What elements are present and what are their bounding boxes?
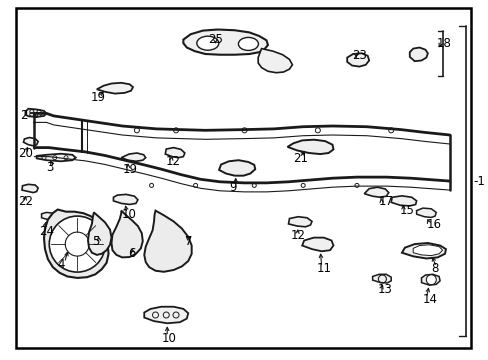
Polygon shape xyxy=(23,138,38,146)
Text: 14: 14 xyxy=(422,293,437,306)
Text: 12: 12 xyxy=(165,156,180,168)
Polygon shape xyxy=(416,208,435,217)
Circle shape xyxy=(426,275,435,285)
Text: 8: 8 xyxy=(430,262,438,275)
Text: 18: 18 xyxy=(435,37,450,50)
Polygon shape xyxy=(364,187,388,197)
Polygon shape xyxy=(421,274,439,285)
Text: 2: 2 xyxy=(20,109,28,122)
Polygon shape xyxy=(219,160,255,176)
Text: 23: 23 xyxy=(351,49,366,62)
Text: 15: 15 xyxy=(399,204,414,217)
Polygon shape xyxy=(390,196,416,206)
Text: 10: 10 xyxy=(161,332,176,345)
Polygon shape xyxy=(287,140,333,154)
Text: 25: 25 xyxy=(207,33,222,46)
Polygon shape xyxy=(258,49,292,73)
Polygon shape xyxy=(44,210,108,278)
Polygon shape xyxy=(144,211,191,272)
Circle shape xyxy=(49,216,105,272)
Polygon shape xyxy=(412,245,442,256)
Text: 22: 22 xyxy=(19,195,34,208)
Polygon shape xyxy=(165,148,184,158)
Polygon shape xyxy=(401,243,445,258)
Text: 4: 4 xyxy=(58,258,65,271)
Text: 9: 9 xyxy=(228,181,236,194)
Text: 7: 7 xyxy=(184,235,192,248)
Text: -1: -1 xyxy=(472,175,484,188)
Polygon shape xyxy=(288,217,311,227)
Text: 6: 6 xyxy=(128,247,135,260)
Polygon shape xyxy=(22,184,38,193)
Polygon shape xyxy=(25,109,46,117)
Text: 20: 20 xyxy=(19,147,33,159)
Ellipse shape xyxy=(197,36,218,50)
Text: 12: 12 xyxy=(290,229,305,242)
Text: 16: 16 xyxy=(426,219,441,231)
Text: 21: 21 xyxy=(293,152,308,165)
Polygon shape xyxy=(97,83,133,94)
Text: 24: 24 xyxy=(39,225,54,238)
Polygon shape xyxy=(372,274,390,283)
Text: 3: 3 xyxy=(46,161,54,174)
Text: 19: 19 xyxy=(90,91,105,104)
Text: 5: 5 xyxy=(92,235,99,248)
Polygon shape xyxy=(113,194,138,204)
Polygon shape xyxy=(346,53,368,67)
Polygon shape xyxy=(37,154,76,161)
Text: 19: 19 xyxy=(122,163,137,176)
Polygon shape xyxy=(121,153,145,161)
Polygon shape xyxy=(41,212,55,220)
Polygon shape xyxy=(111,211,142,257)
Polygon shape xyxy=(88,212,111,255)
Text: 10: 10 xyxy=(121,208,136,221)
Polygon shape xyxy=(183,30,267,55)
Polygon shape xyxy=(302,238,333,251)
Ellipse shape xyxy=(238,37,258,50)
Text: 17: 17 xyxy=(378,195,393,208)
Text: 11: 11 xyxy=(316,262,331,275)
Polygon shape xyxy=(144,307,188,323)
Text: 13: 13 xyxy=(377,283,391,296)
Polygon shape xyxy=(409,48,427,61)
